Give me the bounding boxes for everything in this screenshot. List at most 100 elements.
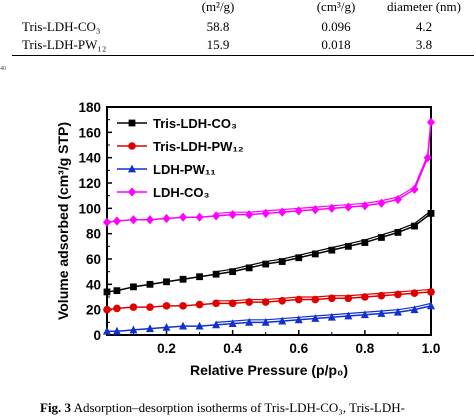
legend-marker [128,119,136,127]
data-point [112,326,121,335]
series-1 [103,288,435,314]
data-point [394,290,402,299]
data-point [361,293,369,301]
data-point [311,314,320,322]
data-point [245,317,254,326]
data-point [278,207,287,217]
data-point [195,212,204,222]
row-pore-volume: 0.018 [321,37,351,52]
legend-label: LDH-CO₃ [153,185,210,200]
legend: Tris-LDH-CO₃ Tris-LDH-PW₁₂ LDH-PW₁₁ LDH-CO₃ [117,116,244,200]
data-point [261,317,270,326]
data-point [311,250,319,258]
header-pore-diameter: diameter (nm) [387,0,461,14]
data-point [245,264,253,272]
data-point [129,215,138,225]
series-2 [103,301,435,335]
data-point [113,304,121,313]
data-point [245,298,253,306]
series-line [106,212,432,293]
data-point [360,201,369,211]
data-point [103,288,111,296]
x-tick-label: 0.4 [223,341,242,356]
data-point [327,203,336,213]
data-point [278,297,287,305]
data-point [311,205,320,215]
data-point [427,301,435,310]
data-point [410,305,419,314]
data-point [212,320,221,329]
data-point [344,242,352,250]
data-point [130,283,137,291]
data-point [129,325,138,334]
data-point [195,321,204,330]
y-axis-label: Volume adsorbed (cm³/g STP) [55,122,71,320]
data-point [427,288,435,296]
data-point [427,210,435,217]
data-point [162,323,171,331]
y-tick-label: 40 [86,277,101,292]
x-tick-label: 0.6 [289,341,308,356]
x-tick-label: 1.0 [422,341,441,356]
y-tick-label: 60 [86,252,101,267]
row-name: Tris-LDH-CO₃ [22,19,101,34]
series-desorption-line [216,302,432,323]
data-point [162,213,171,224]
figure-caption: Fig. 3 Adsorption–desorption isotherms o… [40,400,405,416]
data-point [344,294,353,303]
row-name: Tris-LDH-PW₁₂ [22,37,107,52]
data-point [145,215,154,225]
data-point [378,234,385,241]
axes: 0 20 40 60 80 100 120 140 160 180 0.2 0.4 0.6 0.8 1.0 [78,100,440,356]
data-point [393,194,402,205]
legend-marker [128,142,136,150]
side-line-number: 40 [0,66,6,72]
x-tick-label: 0.2 [157,341,176,356]
y-tick-label: 120 [78,176,101,191]
data-point [377,198,386,208]
series-0 [103,210,435,296]
data-point [179,275,187,283]
caption-text: Adsorption–desorption isotherms of Tris-… [73,400,405,415]
data-point [328,294,336,303]
table-bottom-rule [12,55,474,56]
data-point [278,316,287,325]
legend-marker [128,164,136,173]
data-point [145,324,154,333]
row-pore-diameter: 3.8 [415,37,433,52]
data-point [162,302,171,310]
data-point [394,229,402,236]
y-tick-label: 140 [78,151,101,166]
data-point [212,270,220,278]
row-pore-diameter: 4.2 [415,19,433,34]
data-point [360,310,369,319]
data-point [103,326,111,335]
series-line [106,122,432,224]
data-point [103,217,111,227]
data-point [261,208,270,218]
data-point [103,305,111,314]
legend-label: LDH-PW₁₁ [153,162,216,177]
row-surface-area: 15.9 [206,37,230,52]
x-tick-label: 0.8 [355,341,374,356]
data-point [179,321,188,330]
table-row: Tris-LDH-CO₃ 58.8 0.096 4.2 [0,20,474,34]
data-point [146,303,154,311]
data-point [212,299,220,308]
table-row: Tris-LDH-PW₁₂ 15.9 0.018 3.8 [0,38,474,52]
y-tick-label: 0 [93,328,101,343]
data-point [344,311,353,320]
data-point [327,312,336,321]
data-point [113,287,121,295]
series-desorption-line [216,210,432,273]
series-line [107,305,432,332]
data-point [278,258,286,265]
row-surface-area: 58.8 [206,19,230,34]
y-tick-label: 160 [78,125,101,140]
data-point [411,222,418,230]
y-tick-label: 100 [78,201,101,216]
data-point [377,291,386,300]
data-point [423,153,432,163]
data-point [427,117,435,127]
